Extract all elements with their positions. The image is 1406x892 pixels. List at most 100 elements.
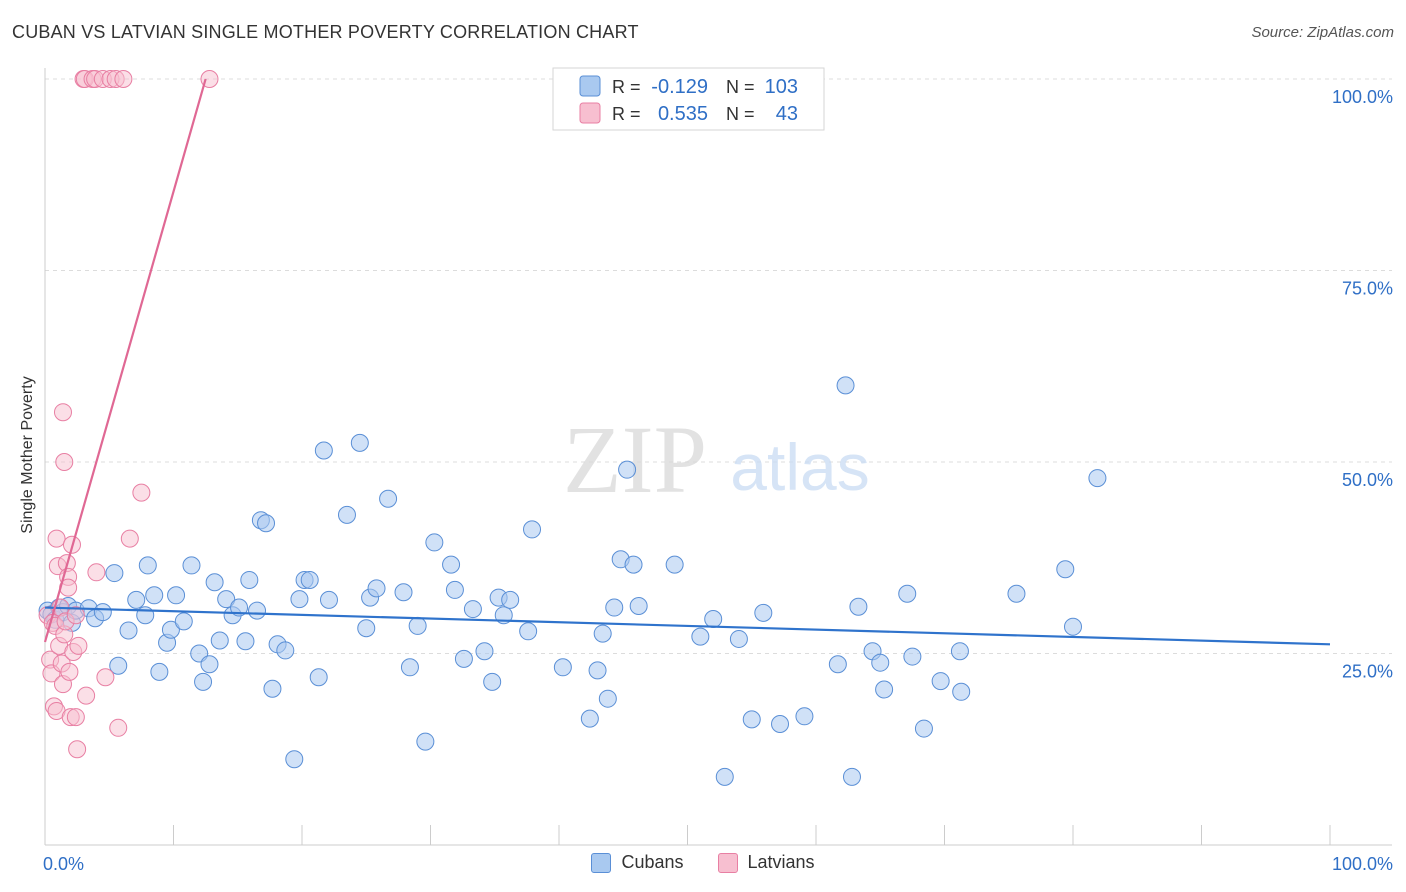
legend-label-latvians: Latvians bbox=[747, 852, 815, 872]
watermark: ZIP atlas bbox=[563, 406, 870, 513]
y-tick-label: 75.0% bbox=[1342, 279, 1393, 299]
latvians-trendline bbox=[43, 78, 207, 643]
cuban-point bbox=[729, 629, 748, 648]
cuban-point bbox=[875, 680, 894, 699]
y-tick-label: 100.0% bbox=[1332, 87, 1393, 107]
legend-swatch-cubans-bottom bbox=[591, 852, 612, 873]
x-tick-label: 100.0% bbox=[1332, 854, 1393, 874]
cuban-point bbox=[871, 653, 890, 672]
cuban-point bbox=[109, 656, 128, 675]
cuban-point bbox=[367, 579, 386, 598]
legend-item-latvians: Latvians bbox=[717, 852, 815, 873]
cuban-point bbox=[263, 679, 282, 698]
legend-r-label-cubans: R = bbox=[612, 77, 641, 97]
latvian-point bbox=[114, 70, 133, 88]
cuban-point bbox=[248, 601, 267, 620]
cuban-point bbox=[605, 598, 624, 617]
cuban-point bbox=[588, 661, 607, 680]
cuban-point bbox=[580, 709, 599, 728]
cuban-point bbox=[1007, 584, 1026, 603]
legend-n-label-latvians: N = bbox=[726, 104, 755, 124]
cuban-point bbox=[691, 627, 710, 646]
cuban-point bbox=[138, 556, 157, 575]
cuban-point bbox=[665, 555, 684, 574]
cuban-point bbox=[161, 620, 180, 639]
latvian-point bbox=[55, 453, 74, 471]
cuban-point bbox=[836, 376, 855, 395]
cuban-point bbox=[1056, 560, 1075, 579]
cuban-point bbox=[416, 732, 435, 751]
series-legend: Cubans Latvians bbox=[0, 852, 1406, 873]
cuban-point bbox=[445, 580, 464, 599]
cubans-trendline bbox=[44, 606, 1331, 646]
cuban-point bbox=[425, 533, 444, 552]
latvian-point bbox=[68, 740, 87, 759]
cuban-point bbox=[624, 555, 643, 574]
cuban-point bbox=[454, 649, 473, 668]
legend-swatch-cubans bbox=[579, 75, 601, 97]
cuban-point bbox=[230, 598, 249, 617]
latvian-point bbox=[96, 668, 115, 687]
latvian-point bbox=[109, 718, 128, 737]
cuban-point bbox=[285, 750, 304, 769]
cuban-point bbox=[523, 520, 542, 539]
cuban-point bbox=[914, 719, 933, 738]
cuban-point bbox=[952, 682, 971, 701]
cuban-point bbox=[950, 642, 969, 661]
cuban-point bbox=[257, 514, 276, 533]
latvian-point bbox=[77, 686, 96, 705]
cubans-points bbox=[38, 376, 1107, 786]
cuban-point bbox=[842, 767, 861, 786]
cuban-point bbox=[629, 597, 648, 616]
latvian-point bbox=[132, 483, 151, 502]
x-tick-label: 0.0% bbox=[43, 854, 84, 874]
cuban-point bbox=[501, 590, 520, 609]
chart-source: Source: ZipAtlas.com bbox=[1251, 24, 1394, 41]
legend-n-value-cubans: 103 bbox=[765, 76, 798, 98]
cuban-point bbox=[903, 647, 922, 666]
legend-n-label-cubans: N = bbox=[726, 77, 755, 97]
latvian-point bbox=[69, 636, 88, 655]
cuban-point bbox=[240, 570, 259, 589]
cuban-point bbox=[210, 631, 229, 650]
legend-r-value-cubans: -0.129 bbox=[651, 76, 708, 98]
latvian-point bbox=[53, 403, 72, 422]
latvian-point bbox=[120, 529, 139, 548]
cuban-point bbox=[849, 597, 868, 616]
latvian-point bbox=[66, 708, 85, 727]
latvian-point bbox=[66, 606, 85, 625]
legend-swatch-latvians-bottom bbox=[717, 852, 738, 873]
legend-n-value-latvians: 43 bbox=[776, 103, 798, 125]
cuban-point bbox=[350, 433, 369, 452]
watermark-zip: ZIP bbox=[563, 406, 707, 513]
tick-labels: 25.0% 50.0% 75.0% 100.0% 0.0% 100.0% bbox=[43, 87, 1393, 874]
cuban-point bbox=[618, 460, 637, 479]
cuban-point bbox=[119, 621, 138, 640]
cuban-point bbox=[182, 556, 201, 575]
latvian-point bbox=[60, 662, 79, 681]
y-tick-label: 25.0% bbox=[1342, 662, 1393, 682]
legend-r-value-latvians: 0.535 bbox=[658, 103, 708, 125]
cuban-point bbox=[379, 489, 398, 508]
cuban-point bbox=[795, 707, 814, 726]
cuban-point bbox=[276, 641, 295, 660]
cuban-point bbox=[174, 612, 193, 631]
cuban-point bbox=[593, 624, 612, 643]
latvian-point bbox=[47, 529, 66, 548]
cuban-point bbox=[394, 583, 413, 602]
cuban-point bbox=[93, 603, 112, 622]
cuban-point bbox=[217, 590, 236, 609]
cuban-point bbox=[704, 610, 723, 629]
cuban-point bbox=[771, 714, 790, 733]
watermark-atlas: atlas bbox=[730, 430, 869, 504]
cuban-point bbox=[145, 586, 164, 605]
cuban-point bbox=[309, 668, 328, 687]
trendlines bbox=[43, 78, 1331, 646]
cuban-point bbox=[357, 619, 376, 638]
cuban-point bbox=[931, 672, 950, 691]
legend-r-label-latvians: R = bbox=[612, 104, 641, 124]
cuban-point bbox=[150, 662, 169, 681]
legend-label-cubans: Cubans bbox=[621, 852, 684, 872]
cuban-point bbox=[167, 586, 186, 605]
cuban-point bbox=[598, 689, 617, 708]
